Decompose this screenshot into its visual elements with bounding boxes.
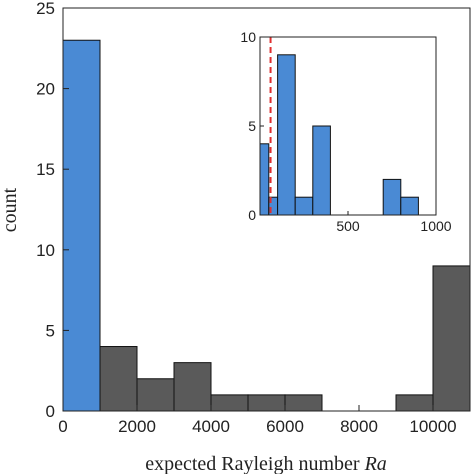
y-tick-label: 10 (36, 241, 55, 260)
bar (294, 196, 314, 216)
y-tick-label: 0 (46, 402, 55, 421)
x-axis-label: expected Rayleigh number Ra (145, 453, 387, 474)
bar (136, 378, 175, 412)
y-tick-label: 10 (240, 29, 256, 45)
bar (400, 196, 419, 216)
bar (277, 54, 296, 216)
y-axis-label: count (0, 187, 21, 232)
x-tick-label: 6000 (266, 417, 304, 436)
bar (432, 265, 471, 412)
y-tick-label: 0 (248, 207, 256, 223)
y-tick-label: 25 (36, 0, 55, 18)
x-tick-label: 8000 (340, 417, 378, 436)
x-tick-label: 10000 (409, 417, 456, 436)
bar (247, 394, 286, 412)
bar (62, 39, 101, 412)
x-tick-label: 1000 (420, 218, 451, 234)
bar (99, 346, 138, 412)
bar (210, 394, 249, 412)
y-tick-label: 5 (46, 321, 55, 340)
bar (312, 125, 331, 216)
y-tick-label: 5 (248, 118, 256, 134)
y-tick-label: 15 (36, 160, 55, 179)
x-tick-label: 500 (336, 218, 360, 234)
x-tick-label: 4000 (192, 417, 230, 436)
x-label-symbol: Ra (364, 453, 387, 474)
y-tick-label: 20 (36, 80, 55, 99)
bar (382, 178, 402, 216)
bar (173, 362, 212, 412)
bar (284, 394, 323, 412)
x-tick-label: 0 (58, 417, 67, 436)
axes-frame (62, 7, 471, 412)
x-label-text: expected Rayleigh number (145, 453, 360, 474)
bar (259, 143, 270, 216)
x-tick-label: 2000 (118, 417, 156, 436)
bar (395, 394, 434, 412)
